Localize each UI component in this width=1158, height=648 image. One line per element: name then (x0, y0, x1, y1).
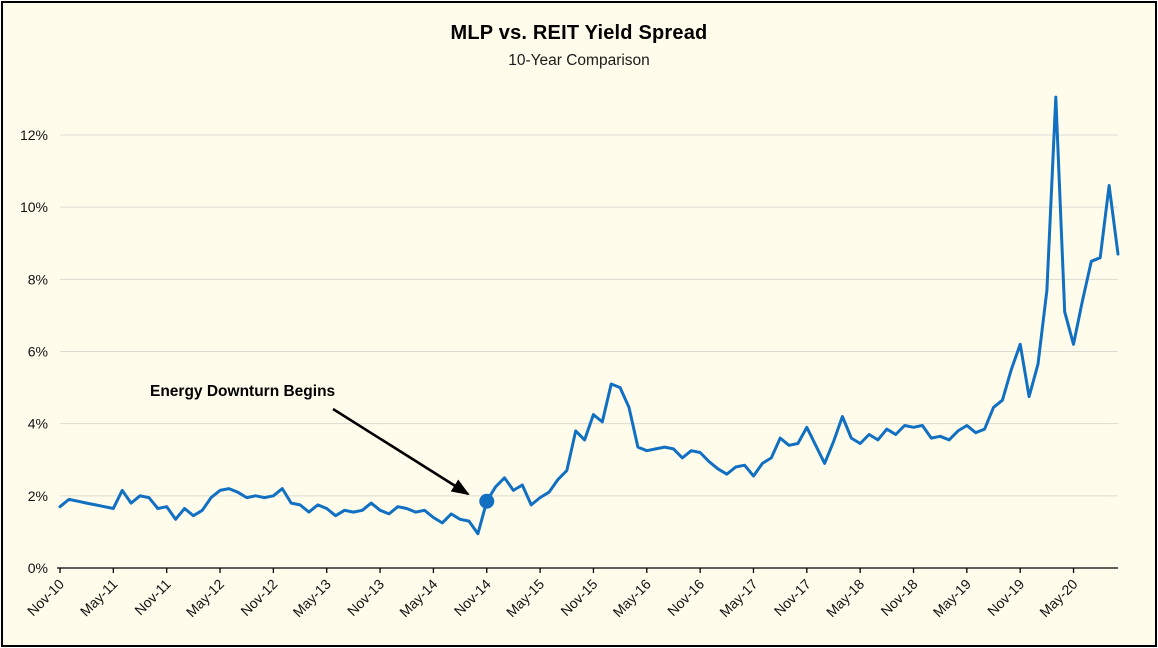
x-tick-label: Nov-15 (557, 576, 600, 619)
x-tick-label: Nov-16 (664, 576, 707, 619)
x-tick-label: May-12 (183, 576, 227, 620)
x-tick-label: Nov-14 (451, 576, 494, 619)
y-tick-label: 6% (28, 344, 48, 360)
y-tick-label: 8% (28, 271, 48, 287)
chart-subtitle: 10-Year Comparison (508, 52, 650, 69)
x-tick-label: Nov-18 (877, 576, 920, 619)
y-tick-label: 2% (28, 488, 48, 504)
x-tick-label: May-15 (503, 576, 547, 620)
x-tick-label: May-16 (610, 576, 654, 620)
x-tick-label: Nov-12 (237, 576, 280, 619)
x-tick-label: May-20 (1036, 576, 1080, 620)
x-tick-label: May-17 (716, 576, 760, 620)
y-tick-label: 10% (20, 199, 48, 215)
y-tick-label: 4% (28, 416, 48, 432)
x-tick-label: Nov-17 (771, 576, 814, 619)
spread-trend-line (58, 95, 1120, 536)
x-tick-label: Nov-19 (984, 576, 1027, 619)
x-tick-label: May-14 (396, 576, 440, 620)
y-tick-label: 12% (20, 127, 48, 143)
chart-title: MLP vs. REIT Yield Spread (450, 22, 708, 44)
annotation-arrow (332, 407, 470, 496)
x-tick-label: May-18 (823, 576, 867, 620)
x-tick-label: May-11 (77, 576, 121, 620)
y-tick-label: 0% (28, 560, 48, 576)
x-tick-label: May-19 (930, 576, 974, 620)
x-tick-label: Nov-10 (24, 576, 67, 619)
x-tick-label: May-13 (290, 576, 334, 620)
annotation-label: Energy Downturn Begins (150, 383, 335, 400)
chart-header: MLP vs. REIT Yield Spread 10-Year Compar… (0, 22, 1158, 70)
x-tick-label: Nov-11 (131, 576, 174, 619)
event-marker-dot (479, 493, 495, 509)
x-tick-label: Nov-13 (344, 576, 387, 619)
